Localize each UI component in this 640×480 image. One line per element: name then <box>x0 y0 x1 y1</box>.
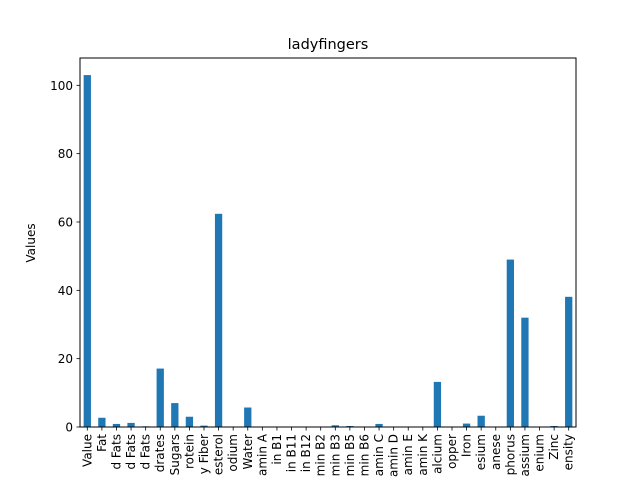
x-tick-label: in B1 <box>270 434 284 465</box>
y-tick-label: 100 <box>50 79 73 93</box>
y-tick-label: 20 <box>58 352 73 366</box>
bar <box>550 425 558 427</box>
bar <box>244 407 252 427</box>
x-tick-label: min B6 <box>357 434 371 476</box>
bar <box>185 416 194 427</box>
x-tick-label: Iron <box>460 434 474 457</box>
x-tick-label: Fat <box>95 434 109 452</box>
x-tick-label: min B2 <box>314 434 328 476</box>
x-tick-label: phorus <box>503 434 517 475</box>
bar <box>565 296 573 427</box>
x-tick-label: min B5 <box>343 434 357 476</box>
y-tick-label: 60 <box>58 216 73 230</box>
bar <box>112 423 121 427</box>
x-tick-label: alcium <box>430 434 444 474</box>
x-tick-label: esterol <box>212 434 226 475</box>
bar <box>171 403 179 427</box>
bar <box>156 368 164 427</box>
x-tick-label: odium <box>226 434 240 472</box>
x-tick-label: enium <box>533 434 547 472</box>
x-tick-label: amin K <box>416 433 430 476</box>
chart-title: ladyfingers <box>288 37 369 53</box>
bar <box>462 423 471 427</box>
bar <box>83 75 91 427</box>
x-tick-label: amin E <box>401 434 415 475</box>
bars-group <box>83 75 573 427</box>
x-tick-label: opper <box>445 434 459 469</box>
bar <box>375 423 383 427</box>
bar <box>200 425 208 427</box>
x-tick-label: in B12 <box>299 434 313 472</box>
bar <box>521 317 529 427</box>
x-tick-label: Zinc <box>547 434 561 460</box>
x-ticks-group: Value Fat d Fats d Fats d Fats drates Sugars ro… <box>80 427 576 477</box>
y-ticks-group: 0 20 40 60 80 100 <box>50 79 80 435</box>
x-tick-label: anese <box>489 434 503 470</box>
y-tick-label: 80 <box>58 147 73 161</box>
x-tick-label: Sugars <box>168 434 182 475</box>
x-tick-label: y Fiber <box>197 434 211 474</box>
x-tick-label: Value <box>80 434 94 467</box>
x-tick-label: amin A <box>255 433 269 476</box>
x-tick-label: amin C <box>372 434 386 476</box>
bar <box>127 422 135 427</box>
y-axis-label: Values <box>24 223 38 262</box>
bar <box>506 259 514 427</box>
x-tick-label: amin D <box>387 434 401 477</box>
x-tick-label: drates <box>153 434 167 472</box>
x-tick-label: in B11 <box>285 434 299 472</box>
bar <box>433 381 442 427</box>
bar <box>331 425 339 427</box>
bar <box>98 417 106 427</box>
bar <box>346 425 354 427</box>
x-tick-label: ensity <box>562 434 576 470</box>
y-tick-label: 0 <box>65 421 73 435</box>
x-tick-label: rotein <box>182 434 196 469</box>
x-tick-label: d Fats <box>124 434 138 470</box>
x-tick-label: Water <box>241 434 255 470</box>
x-tick-label: d Fats <box>109 434 123 470</box>
x-tick-label: d Fats <box>139 434 153 470</box>
bar <box>477 415 485 427</box>
bar <box>214 213 223 427</box>
plot-frame <box>79 57 577 428</box>
x-tick-label: min B3 <box>328 434 342 476</box>
x-tick-label: assium <box>518 434 532 477</box>
x-tick-label: esium <box>474 434 488 470</box>
y-tick-label: 40 <box>58 284 73 298</box>
